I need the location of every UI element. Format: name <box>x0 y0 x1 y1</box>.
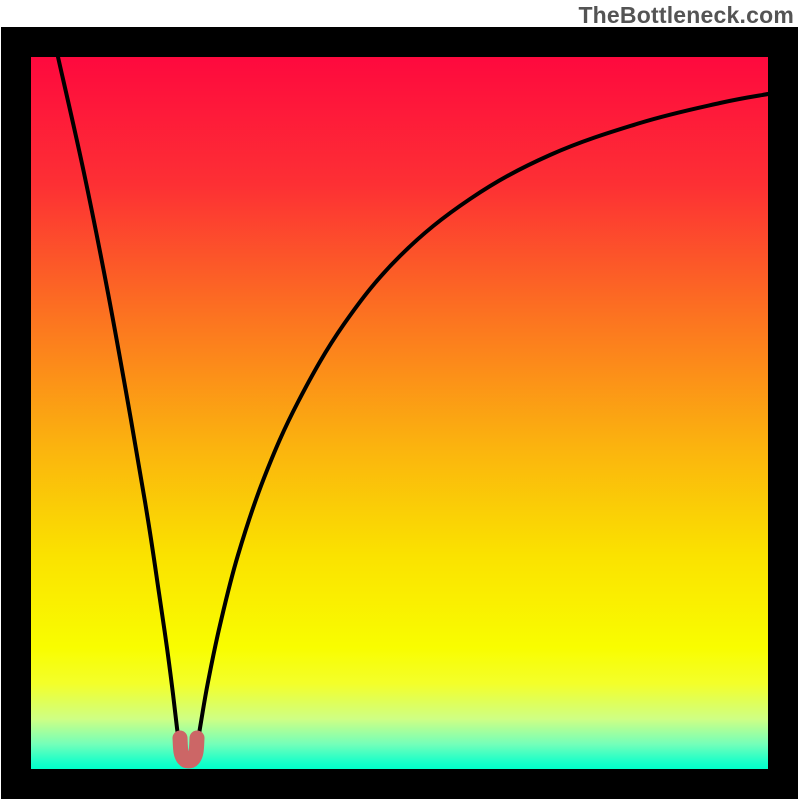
chart-root: TheBottleneck.com <box>0 0 800 800</box>
curve-left-branch <box>58 57 180 746</box>
trough-marker <box>180 738 197 761</box>
chart-curve-layer <box>0 0 800 800</box>
curve-right-branch <box>197 94 768 746</box>
